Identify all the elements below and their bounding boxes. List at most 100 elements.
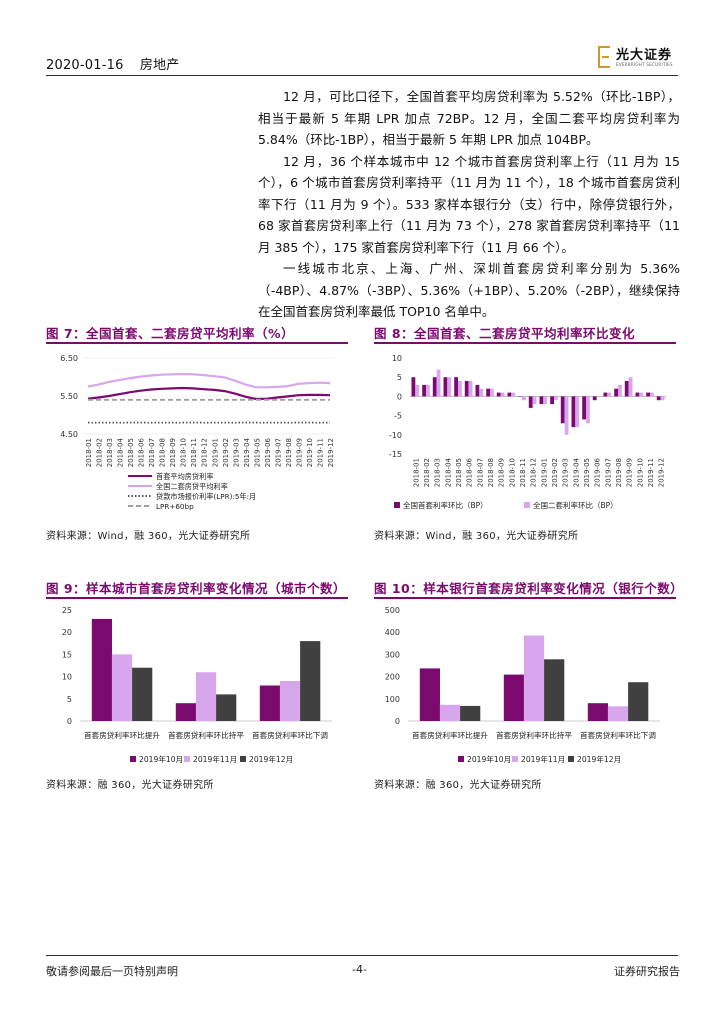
x-tick-label: 2019-08 [615,458,623,487]
x-tick-label: 2019-07 [274,438,282,467]
bar [464,381,469,397]
logo-en: EVERBRIGHT SECURITIES [616,62,673,67]
y-tick-label: 100 [385,695,400,704]
y-tick-label: 4.50 [60,430,78,439]
figure-7-rule [46,342,348,344]
bar [111,654,133,721]
bar [607,706,629,721]
x-tick-label: 2019-12 [658,458,666,487]
x-category-label: 首套房贷利率环比下调 [580,730,656,740]
report-sector: 房地产 [139,58,180,73]
bar [415,384,420,397]
x-tick-label: 2018-08 [159,438,167,467]
x-tick-label: 2018-12 [530,458,538,487]
x-tick-label: 2018-01 [85,438,93,467]
y-tick-label: 200 [385,673,400,682]
y-tick-label: 20 [62,628,72,637]
x-tick-label: 2018-07 [148,438,156,467]
bar [507,392,512,397]
bar [426,384,430,397]
x-tick-label: 2018-06 [138,437,146,467]
bar [560,396,565,424]
y-tick-label: -10 [389,431,402,440]
x-tick-label: 2019-10 [306,438,314,467]
y-tick-label: 400 [385,628,400,637]
legend-swatch [130,756,136,762]
x-tick-label: 2018-10 [180,438,188,467]
bar [528,396,533,408]
figure-9-rule [46,597,348,599]
x-category-label: 首套房贷利率环比持平 [496,730,572,740]
bar [500,392,505,397]
x-tick-label: 2018-08 [487,458,495,487]
x-tick-label: 2018-11 [519,458,527,487]
bar [432,377,437,397]
x-tick-label: 2019-02 [222,438,230,467]
bar [650,392,654,397]
x-tick-label: 2019-10 [636,458,644,487]
bar [628,377,633,397]
legend-label: 贷款市场报价利率(LPR):5年:月 [156,492,256,501]
x-tick-label: 2018-02 [423,458,431,487]
legend-swatch [458,756,464,762]
bar [132,667,153,721]
figure-8-source: 资料来源：Wind，融 360，光大证券研究所 [374,531,579,542]
paragraph-1: 12 月，可比口径下，全国首套平均房贷利率为 5.52%（环比-1BP），相当于… [258,89,680,147]
x-tick-label: 2019-09 [626,458,634,487]
legend-label: 首套平均房贷利率 [156,472,214,481]
x-tick-label: 2019-05 [253,438,261,467]
legend-label: LPR+60bp [156,502,194,511]
bar [624,381,629,397]
bar [475,384,480,397]
bar [460,705,481,721]
bar [195,672,217,721]
x-tick-label: 2019-04 [243,437,251,467]
x-tick-label: 2018-09 [498,458,506,487]
y-tick-label: 0 [67,717,72,726]
y-tick-label: -5 [394,412,402,421]
y-tick-label: 300 [385,650,400,659]
x-tick-label: 2019-08 [285,438,293,467]
report-date: 2020-01-16 [46,58,124,73]
bar [660,396,665,401]
bar [564,396,569,435]
bar [175,703,196,721]
bar [468,381,473,397]
x-category-label: 首套房贷利率环比持平 [168,730,244,740]
bar [586,396,590,424]
figure-9-chart: 25 20 15 10 5 0 首套房贷利率环比提升 首套房贷利率环比持平 首套房贷利率环比下调… [62,606,332,764]
x-tick-label: 2019-11 [316,438,324,467]
brand-logo: 光大证券 EVERBRIGHT SECURITIES [598,44,682,72]
bar [607,392,612,397]
bar [91,618,112,721]
figure-7-title: 图 7：全国首套、二套房贷平均利率（%） [46,326,295,341]
bar [490,388,494,397]
bar [582,396,586,420]
page-header: 2020-01-16 房地产 [46,54,192,73]
bar [592,396,597,401]
legend-label: 2019年12月 [577,754,621,764]
x-tick-label: 2018-09 [169,438,177,467]
bar [439,704,461,721]
x-tick-label: 2018-11 [190,438,198,467]
series-line-0 [87,386,331,401]
bar [511,392,516,397]
x-tick-label: 2018-02 [96,438,104,467]
x-tick-label: 2019-12 [327,438,335,467]
bar [422,384,426,397]
y-tick-label: -15 [389,450,402,459]
x-tick-label: 2019-09 [295,438,303,467]
bar [522,396,526,401]
bar [279,681,301,721]
x-tick-label: 2019-01 [540,458,548,487]
legend-label: 全国二套房贷平均利率 [156,482,228,491]
figure-8-rule [374,342,676,344]
footer-label: 证券研究报告 [614,965,680,978]
legend-label: 2019年10月 [467,754,511,764]
y-tick-label: 6.50 [60,354,78,363]
logo-cn: 光大证券 [616,48,673,63]
legend-swatch [568,756,574,762]
x-tick-label: 2018-04 [117,437,125,467]
bar [544,659,565,721]
legend-swatch [184,756,190,762]
